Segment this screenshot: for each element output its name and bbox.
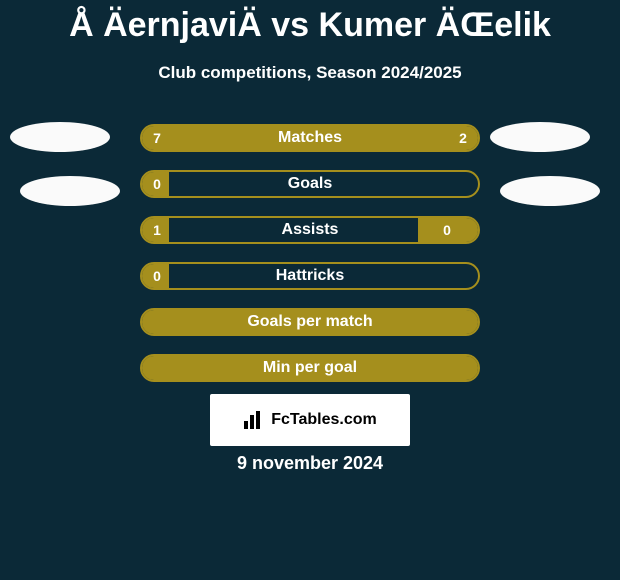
stat-left-value: 0 (142, 264, 172, 288)
player-ellipse (490, 122, 590, 152)
stat-left-value: 1 (142, 218, 172, 242)
stat-bar-label: Matches (142, 126, 478, 150)
source-badge: FcTables.com (210, 394, 410, 446)
stat-bar-label: Hattricks (142, 264, 478, 288)
stat-bar-label: Goals (142, 172, 478, 196)
player-ellipse (500, 176, 600, 206)
stat-left-value: 0 (142, 172, 172, 196)
date-text: 9 november 2024 (0, 453, 620, 474)
stat-left-value: 7 (142, 126, 172, 150)
player-ellipse (20, 176, 120, 206)
page-title: Å ÄernjaviÄ vs Kumer ÄŒelik (0, 0, 620, 45)
stat-bar: Matches7 2 (140, 124, 480, 152)
stat-bar-label: Goals per match (142, 310, 478, 334)
stat-right-value: 2 (448, 126, 478, 150)
stat-bar: Goals0 (140, 170, 480, 198)
stat-bar: Assists10 (140, 216, 480, 244)
stat-bar: Min per goal (140, 354, 480, 382)
stat-right-value: 0 (416, 218, 478, 242)
bars-icon (243, 409, 265, 431)
player-ellipse (10, 122, 110, 152)
page-subtitle: Club competitions, Season 2024/2025 (0, 63, 620, 83)
stat-bar-label: Min per goal (142, 356, 478, 380)
stat-bar: Hattricks0 (140, 262, 480, 290)
source-badge-text: FcTables.com (271, 411, 377, 429)
stat-bar: Goals per match (140, 308, 480, 336)
